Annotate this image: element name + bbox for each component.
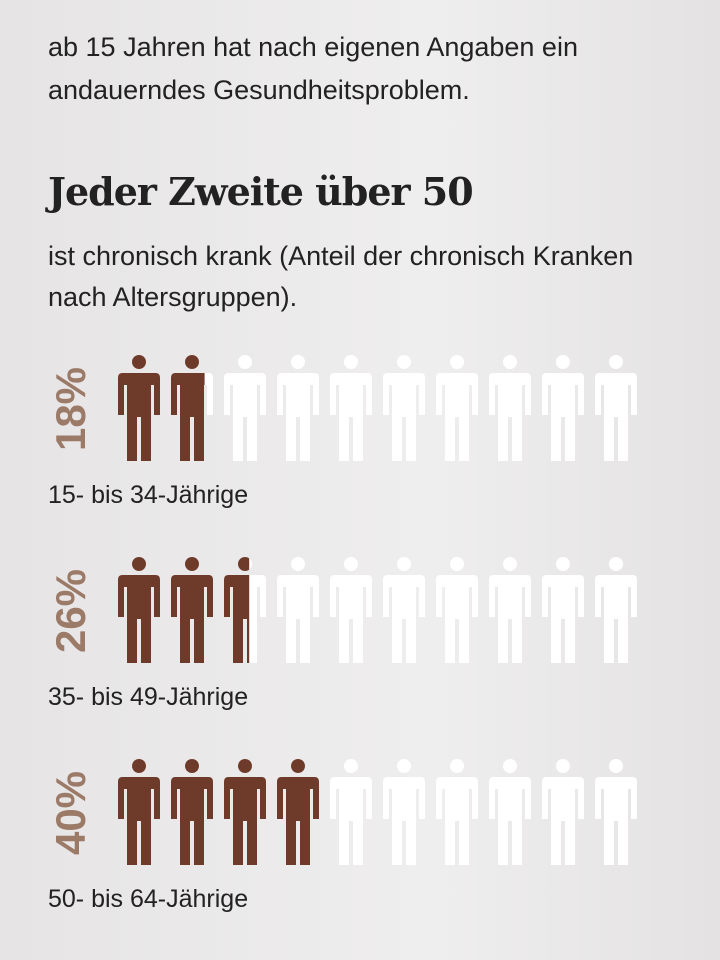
- value-label: 40%: [47, 771, 94, 855]
- chart-title: Jeder Zweite über 50: [48, 169, 474, 214]
- chart-subtitle: ist chronisch krank (Anteil der chronisc…: [48, 241, 634, 312]
- category-label: 35- bis 49-Jährige: [48, 683, 248, 711]
- value-label: 26%: [47, 569, 94, 653]
- filled-icons: [118, 557, 250, 663]
- filled-icons: [118, 355, 205, 461]
- category-label: 15- bis 34-Jährige: [48, 481, 248, 509]
- intro-text: ab 15 Jahren hat nach eigenen Angaben ei…: [48, 32, 578, 105]
- value-label: 18%: [47, 367, 94, 451]
- category-label: 50- bis 64-Jährige: [48, 885, 248, 913]
- filled-icons: [118, 759, 319, 865]
